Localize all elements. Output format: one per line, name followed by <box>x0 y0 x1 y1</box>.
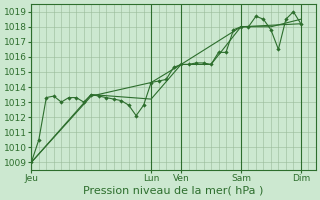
X-axis label: Pression niveau de la mer( hPa ): Pression niveau de la mer( hPa ) <box>84 186 264 196</box>
